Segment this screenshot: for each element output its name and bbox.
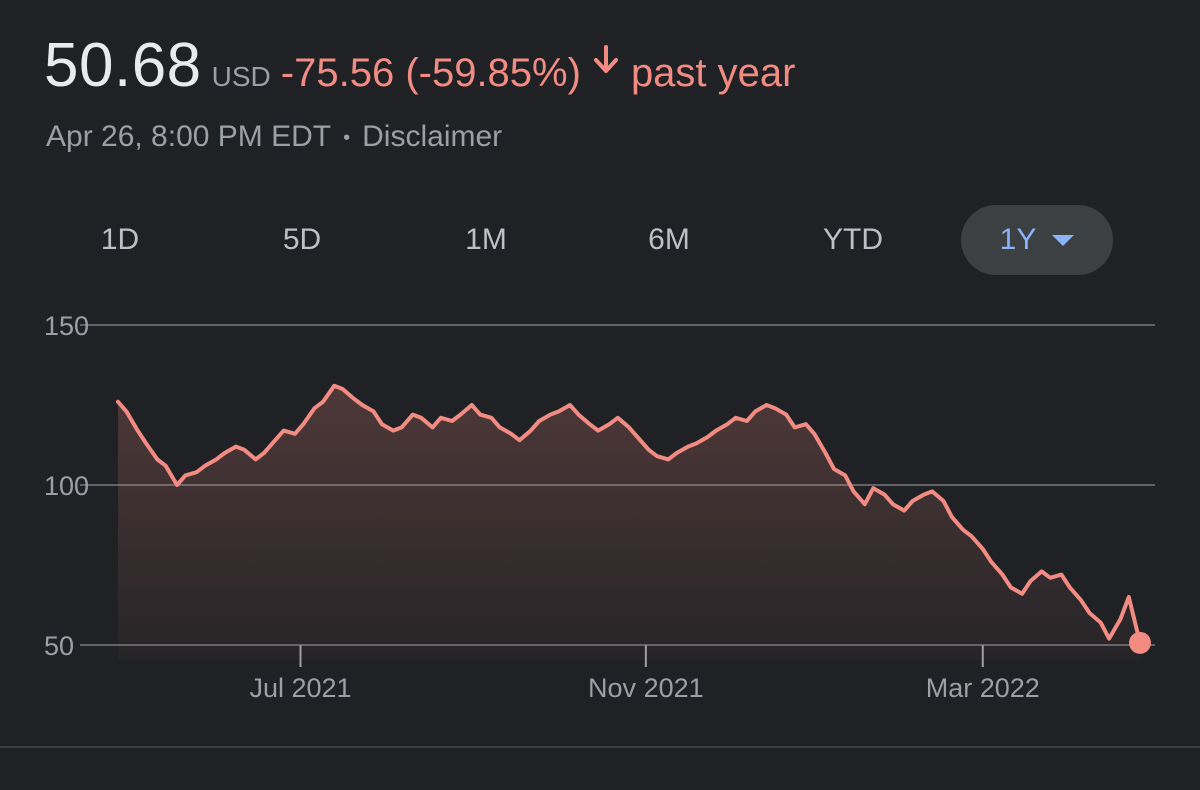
chart-area-layer [116,383,1151,660]
x-tick-label: Jul 2021 [249,673,351,703]
price-change: -75.56 (-59.85%) [280,51,581,95]
y-tick-label: 50 [44,631,74,661]
y-tick-label: 150 [44,311,89,341]
currency-label: USD [211,61,271,92]
price-header: 50.68 USD -75.56 (-59.85%) past year [44,30,795,101]
current-price-marker [1129,631,1151,654]
range-selector: 1D 5D 1M 6M YTD 1Y [0,205,1200,275]
range-tab-6m[interactable]: 6M [648,223,690,256]
range-tab-5d[interactable]: 5D [282,223,322,256]
range-tab-1m[interactable]: 1M [465,223,507,256]
divider [0,746,1200,748]
current-price: 50.68 [44,31,202,100]
change-period: past year [630,51,796,95]
timestamp: Apr 26, 8:00 PM EDT [46,120,332,153]
caret-down-icon [1052,234,1075,246]
quote-meta: Apr 26, 8:00 PM EDT • Disclaimer [46,120,502,154]
range-tab-1d[interactable]: 1D [100,223,140,256]
price-line [116,383,1142,645]
y-tick-label: 100 [44,471,89,501]
range-tab-1y[interactable]: 1Y [961,205,1113,275]
range-tab-1y-label: 1Y [999,223,1037,256]
disclaimer-link[interactable]: Disclaimer [362,120,503,153]
price-area-fill [118,385,1140,660]
arrow-down-icon [593,45,619,80]
chart-ticks: 150 100 50 Jul 2021 Nov 2021 Mar 2022 [44,311,1040,703]
range-tab-ytd[interactable]: YTD [823,223,883,256]
x-tick-label: Nov 2021 [588,673,704,703]
x-tick-label: Mar 2022 [926,673,1040,703]
separator-dot: • [343,126,351,149]
